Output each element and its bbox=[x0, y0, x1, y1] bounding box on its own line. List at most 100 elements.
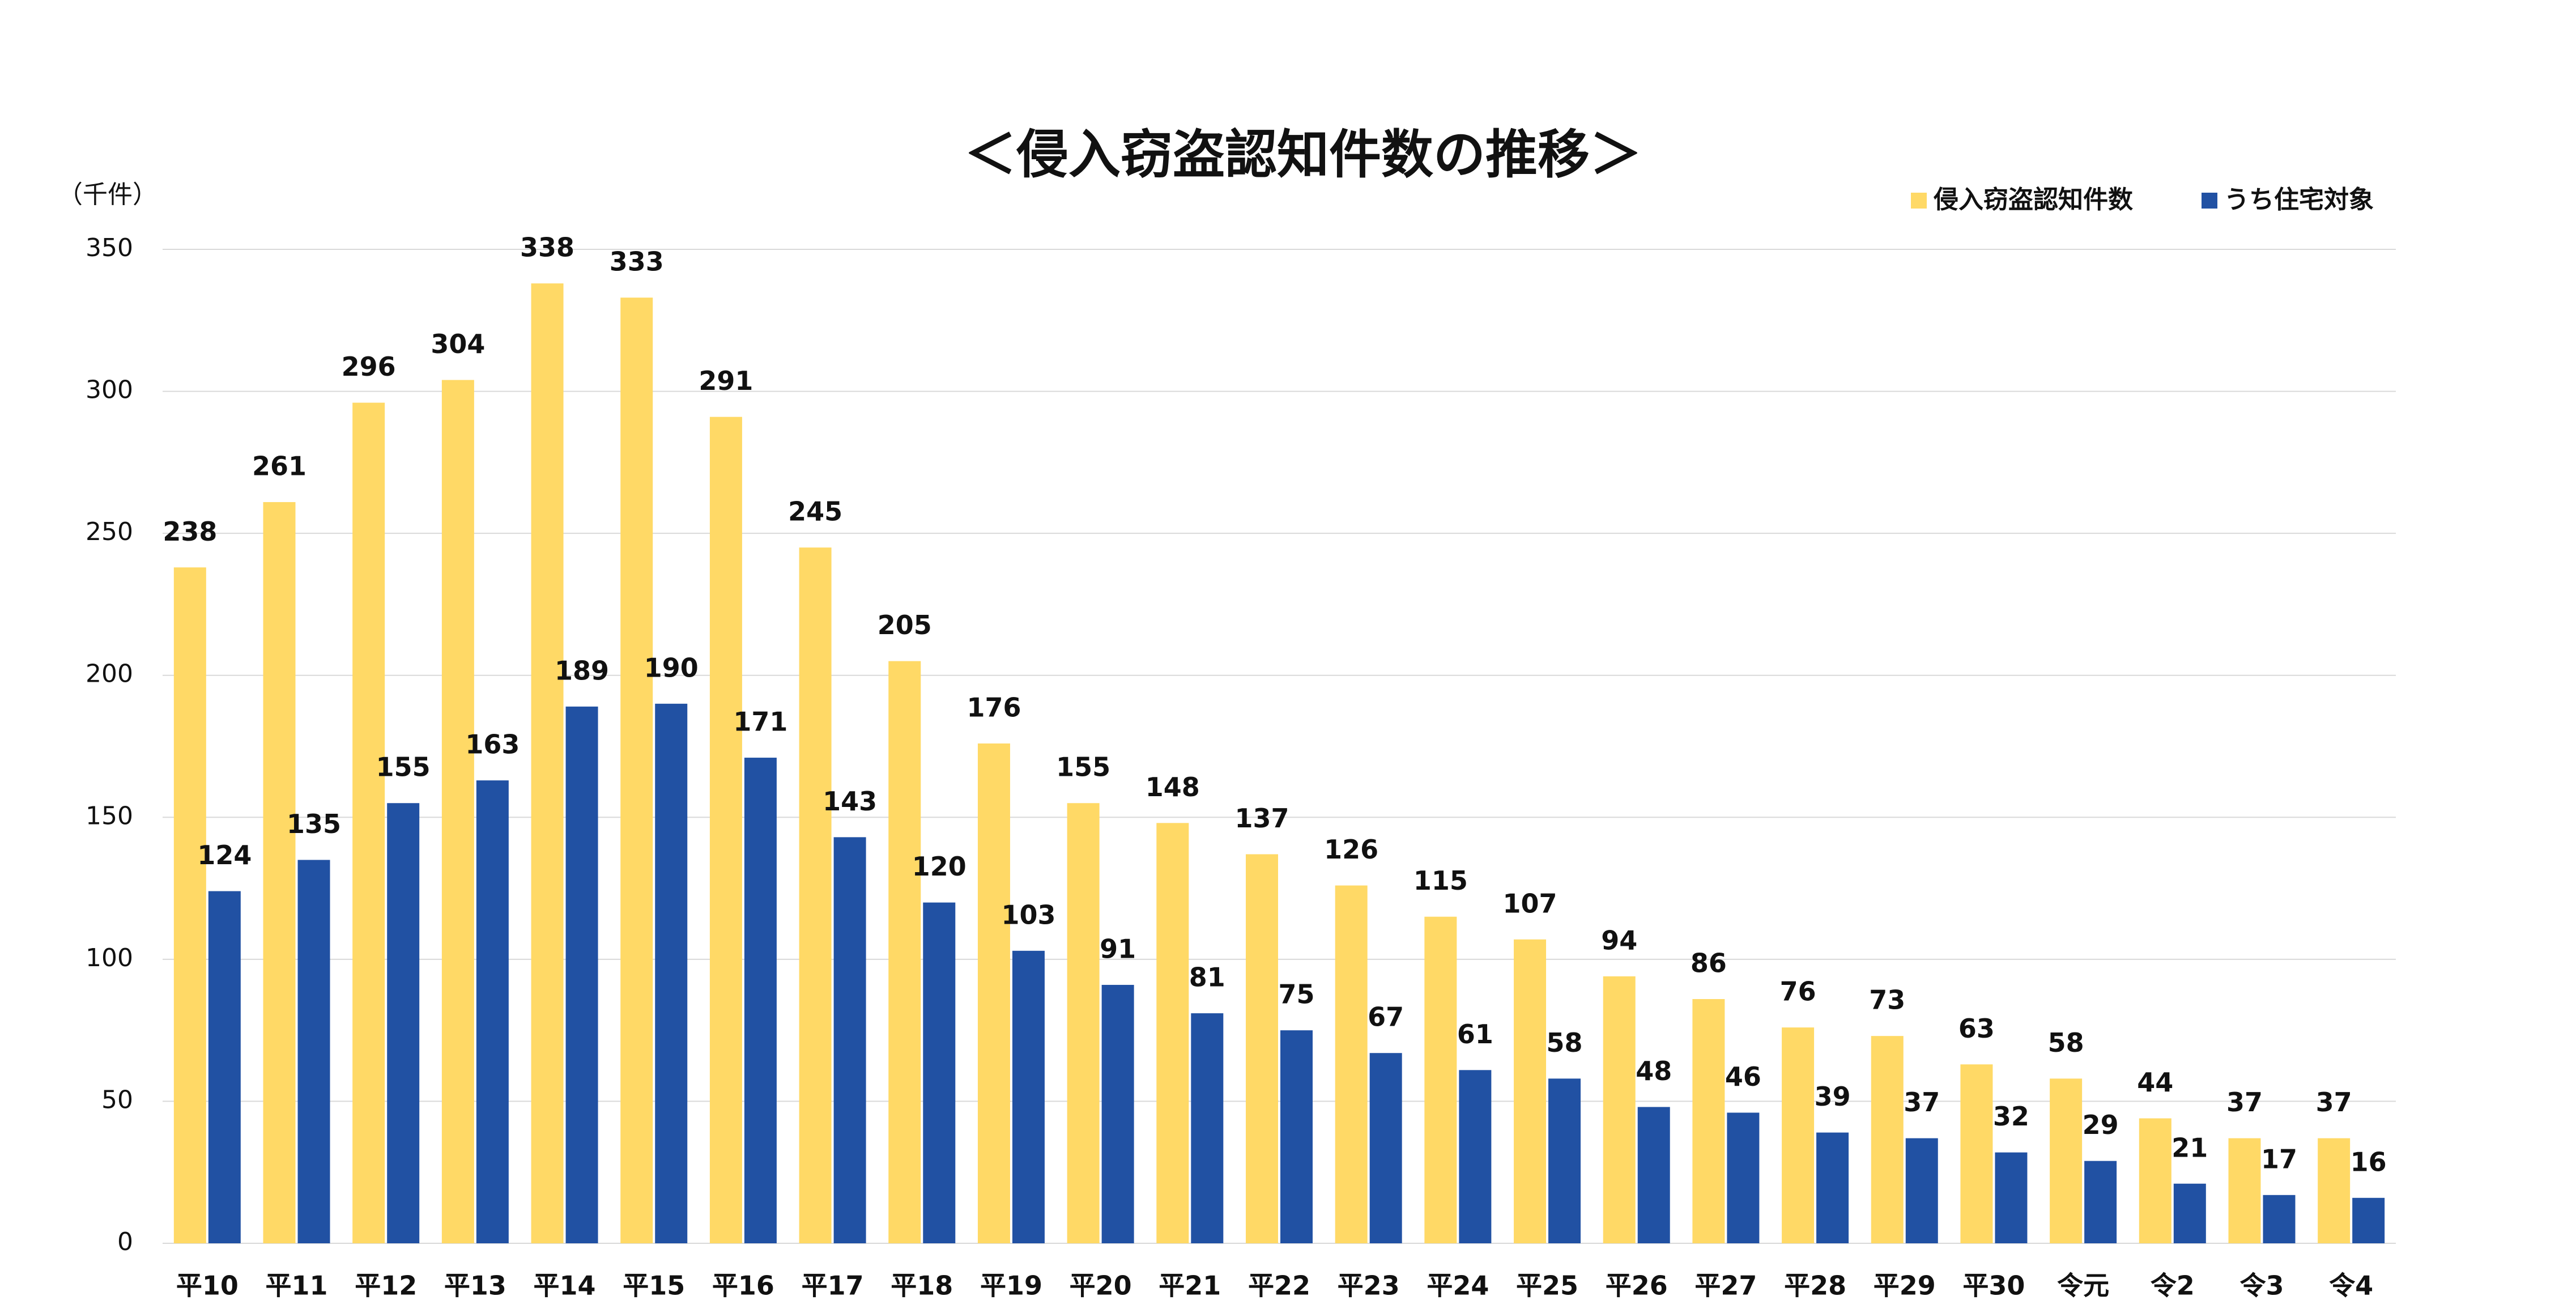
data-label: 44 bbox=[2137, 1067, 2173, 1098]
data-label: 58 bbox=[1547, 1027, 1583, 1058]
legend-swatch bbox=[1911, 193, 1927, 209]
x-tick-label: 平26 bbox=[1606, 1270, 1668, 1301]
data-label: 48 bbox=[1636, 1056, 1672, 1086]
data-label: 29 bbox=[2083, 1110, 2119, 1140]
bar bbox=[441, 380, 474, 1244]
data-label: 67 bbox=[1368, 1002, 1404, 1032]
data-label: 291 bbox=[699, 366, 753, 396]
data-label: 91 bbox=[1100, 933, 1136, 964]
bar bbox=[1156, 823, 1189, 1243]
bar bbox=[1603, 976, 1636, 1243]
x-tick-label: 平16 bbox=[712, 1270, 774, 1301]
bar bbox=[2318, 1138, 2351, 1243]
bar bbox=[208, 891, 241, 1243]
bar bbox=[2263, 1195, 2296, 1243]
bar bbox=[1692, 999, 1725, 1243]
bar bbox=[1191, 1013, 1224, 1243]
bar bbox=[1727, 1112, 1760, 1243]
data-label: 115 bbox=[1413, 865, 1468, 896]
x-tick-label: 平24 bbox=[1427, 1270, 1489, 1301]
bar bbox=[1995, 1152, 2028, 1243]
data-label: 63 bbox=[1958, 1013, 1995, 1044]
bar bbox=[655, 703, 688, 1243]
data-label: 189 bbox=[555, 655, 609, 686]
x-tick-label: 平15 bbox=[623, 1270, 685, 1301]
bar bbox=[1280, 1030, 1313, 1243]
bar bbox=[2173, 1183, 2206, 1243]
y-tick-label: 350 bbox=[86, 233, 133, 262]
data-label: 163 bbox=[465, 729, 520, 760]
data-label: 16 bbox=[2351, 1146, 2387, 1177]
bar bbox=[2228, 1138, 2261, 1243]
bar bbox=[1369, 1053, 1402, 1243]
bar bbox=[263, 502, 296, 1244]
x-tick-label: 平17 bbox=[802, 1270, 864, 1301]
data-label: 37 bbox=[2316, 1087, 2352, 1117]
bar bbox=[297, 860, 330, 1243]
data-label: 171 bbox=[733, 707, 787, 737]
x-tick-label: 平25 bbox=[1516, 1270, 1578, 1301]
x-tick-label: 平19 bbox=[980, 1270, 1042, 1301]
bar bbox=[476, 780, 509, 1243]
bar bbox=[2050, 1078, 2083, 1243]
data-label: 205 bbox=[878, 610, 932, 640]
y-tick-label: 50 bbox=[101, 1085, 133, 1114]
data-label: 32 bbox=[1993, 1101, 2029, 1132]
x-tick-label: 平28 bbox=[1784, 1270, 1846, 1301]
data-label: 304 bbox=[431, 329, 485, 359]
x-tick-label: 平12 bbox=[355, 1270, 417, 1301]
bar bbox=[173, 567, 206, 1243]
data-label: 155 bbox=[376, 752, 431, 783]
data-label: 61 bbox=[1457, 1019, 1493, 1049]
data-label: 135 bbox=[287, 809, 341, 839]
bar bbox=[565, 706, 598, 1243]
bar bbox=[709, 417, 742, 1243]
legend-label: 侵入窃盗認知件数 bbox=[1933, 185, 2133, 214]
data-label: 296 bbox=[342, 351, 396, 382]
x-tick-label: 平22 bbox=[1248, 1270, 1310, 1301]
bar bbox=[352, 402, 385, 1243]
bar bbox=[1424, 916, 1457, 1243]
x-tick-label: 令3 bbox=[2239, 1270, 2284, 1301]
data-label: 261 bbox=[252, 451, 306, 482]
bar bbox=[620, 298, 653, 1243]
x-tick-label: 平30 bbox=[1962, 1270, 2025, 1301]
data-label: 148 bbox=[1146, 772, 1200, 802]
x-tick-label: 令2 bbox=[2151, 1270, 2195, 1301]
data-label: 76 bbox=[1780, 976, 1816, 1007]
x-tick-label: 平23 bbox=[1338, 1270, 1400, 1301]
x-tick-label: 令4 bbox=[2329, 1270, 2373, 1301]
data-label: 126 bbox=[1324, 834, 1378, 865]
bar bbox=[1246, 854, 1278, 1243]
data-label: 245 bbox=[788, 496, 842, 527]
data-label: 86 bbox=[1691, 948, 1727, 979]
bar bbox=[1548, 1078, 1581, 1243]
data-label: 37 bbox=[1904, 1087, 1940, 1117]
data-label: 124 bbox=[197, 840, 252, 870]
data-label: 73 bbox=[1869, 985, 1905, 1015]
y-tick-label: 250 bbox=[86, 517, 133, 546]
bar bbox=[1637, 1107, 1670, 1243]
x-tick-label: 平11 bbox=[266, 1270, 328, 1301]
data-label: 75 bbox=[1278, 979, 1314, 1010]
data-label: 81 bbox=[1189, 962, 1225, 993]
bar bbox=[1335, 885, 1368, 1243]
bar bbox=[799, 547, 832, 1244]
x-tick-label: 平20 bbox=[1070, 1270, 1132, 1301]
bar bbox=[1514, 939, 1547, 1243]
x-tick-label: 平18 bbox=[891, 1270, 953, 1301]
data-label: 120 bbox=[912, 851, 966, 882]
data-label: 155 bbox=[1056, 752, 1110, 783]
bar bbox=[2139, 1118, 2171, 1243]
data-label: 143 bbox=[823, 786, 877, 817]
bar bbox=[1816, 1132, 1849, 1243]
chart-title: ＜侵入窃盗認知件数の推移＞ bbox=[964, 124, 1642, 185]
bar bbox=[1960, 1064, 1993, 1243]
data-label: 238 bbox=[163, 516, 217, 547]
bar bbox=[1782, 1027, 1815, 1243]
bar bbox=[1459, 1070, 1492, 1243]
data-label: 17 bbox=[2261, 1144, 2297, 1174]
bar bbox=[2352, 1197, 2385, 1243]
legend-label: うち住宅対象 bbox=[2224, 185, 2374, 214]
